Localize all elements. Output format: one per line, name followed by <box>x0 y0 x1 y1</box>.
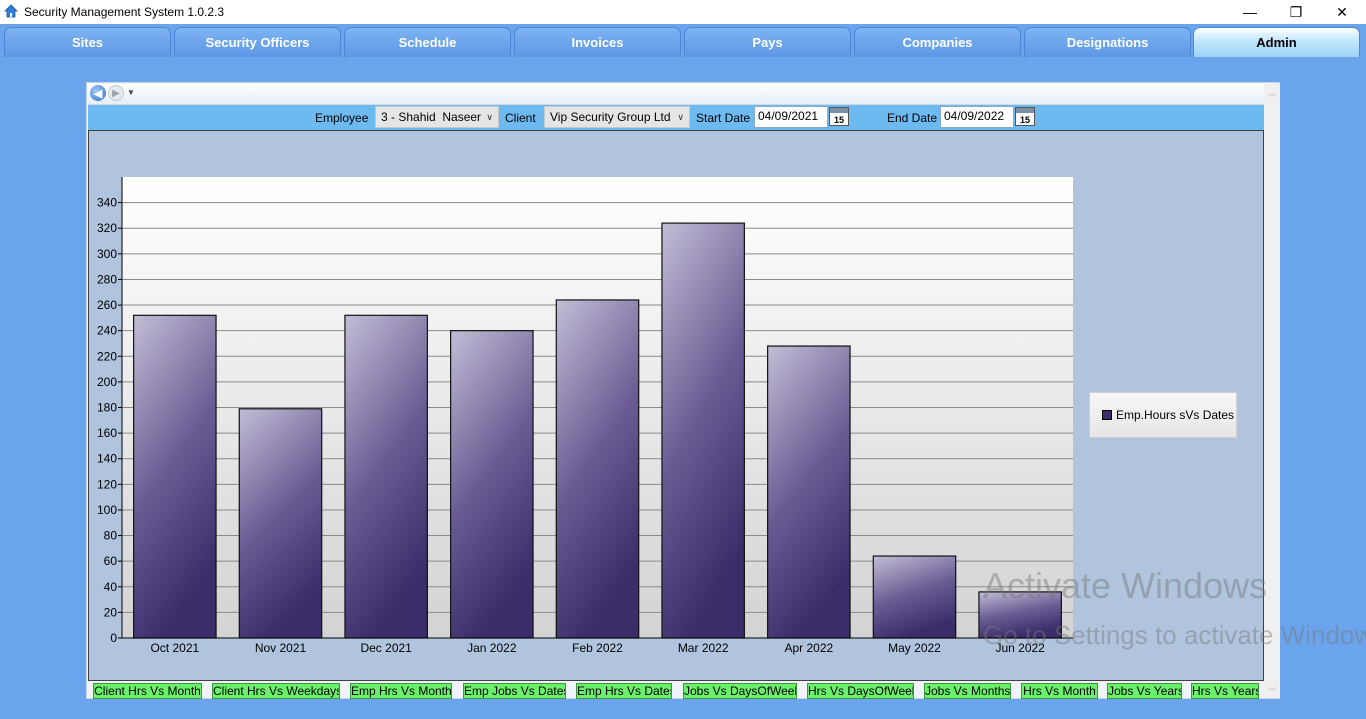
app-home-icon <box>4 4 18 18</box>
y-tick-label: 300 <box>97 247 117 261</box>
employee-select[interactable]: 3 - Shahid Naseer ∨ <box>375 106 499 128</box>
start-date-field[interactable]: 04/09/2021 <box>754 106 828 128</box>
y-tick-label: 280 <box>97 272 117 286</box>
end-date-label: End Date <box>887 111 938 125</box>
jobs-vs-years-button[interactable]: Jobs Vs Years <box>1107 683 1182 699</box>
tab-admin[interactable]: Admin <box>1193 27 1360 57</box>
title-bar: Security Management System 1.0.2.3 — ❐ ✕ <box>0 0 1366 24</box>
y-tick-label: 80 <box>104 529 118 543</box>
forward-arrow-icon[interactable]: ▶ <box>108 85 124 101</box>
x-tick-label: Feb 2022 <box>572 641 623 655</box>
tab-companies[interactable]: Companies <box>854 27 1021 57</box>
employee-select-value: 3 - Shahid Naseer <box>381 110 482 124</box>
y-tick-label: 20 <box>104 605 118 619</box>
start-calendar-icon[interactable]: 15 <box>829 107 849 126</box>
tab-schedule[interactable]: Schedule <box>344 27 511 57</box>
emp-hrs-vs-dates-button[interactable]: Emp Hrs Vs Dates <box>576 683 672 699</box>
y-tick-label: 100 <box>97 503 117 517</box>
bar-jun-2022 <box>978 591 1062 639</box>
main-tab-bar: Sites Security Officers Schedule Invoice… <box>0 24 1366 58</box>
y-tick-label: 340 <box>97 196 117 210</box>
x-tick-label: Dec 2021 <box>360 641 412 655</box>
x-tick-label: Nov 2021 <box>255 641 307 655</box>
tab-designations[interactable]: Designations <box>1024 27 1191 57</box>
y-tick-label: 0 <box>110 631 117 645</box>
y-tick-label: 180 <box>97 401 117 415</box>
navigation-strip <box>88 84 1264 105</box>
back-arrow-icon[interactable]: ◀ <box>90 85 106 101</box>
x-tick-label: Oct 2021 <box>150 641 199 655</box>
y-tick-label: 320 <box>97 221 117 235</box>
hours-bar-chart: 0 20 40 60 80 100 120 140 160 180 200 220 240 260 280 3… <box>97 177 1073 655</box>
emp-jobs-vs-dates-button[interactable]: Emp Jobs Vs Dates <box>463 683 566 699</box>
client-select[interactable]: Vip Security Group Ltd ∨ <box>544 106 690 128</box>
y-tick-label: 260 <box>97 298 117 312</box>
y-tick-label: 40 <box>104 580 118 594</box>
y-tick-label: 240 <box>97 324 117 338</box>
tab-pays[interactable]: Pays <box>684 27 851 57</box>
x-tick-label: Jan 2022 <box>467 641 517 655</box>
client-label: Client <box>505 111 536 125</box>
client-hrs-vs-weekdays-button[interactable]: Client Hrs Vs Weekdays <box>212 683 340 699</box>
y-tick-label: 60 <box>104 554 118 568</box>
bar-feb-2022 <box>555 299 640 639</box>
vertical-scrollbar[interactable] <box>1264 84 1280 698</box>
legend-swatch <box>1102 410 1112 420</box>
window-title: Security Management System 1.0.2.3 <box>24 5 225 19</box>
y-tick-label: 160 <box>97 426 117 440</box>
hrs-vs-daysofweek-button[interactable]: Hrs Vs DaysOfWeek <box>807 683 914 699</box>
jobs-vs-months-button[interactable]: Jobs Vs Months <box>924 683 1011 699</box>
start-date-label: Start Date <box>696 111 751 125</box>
bar-may-2022 <box>872 555 957 639</box>
chart-legend: Emp.Hours sVs Dates <box>1089 392 1237 438</box>
end-calendar-icon[interactable]: 15 <box>1015 107 1035 126</box>
bar-jan-2022 <box>450 330 534 639</box>
y-tick-label: 120 <box>97 477 117 491</box>
scroll-down-icon[interactable]: ﹀ <box>1267 686 1277 697</box>
minimize-button[interactable]: — <box>1243 4 1257 20</box>
y-tick-label: 140 <box>97 452 117 466</box>
legend-label: Emp.Hours sVs Dates <box>1116 408 1235 422</box>
x-tick-label: May 2022 <box>888 641 941 655</box>
emp-hrs-vs-month-button[interactable]: Emp Hrs Vs Month <box>350 683 452 699</box>
hrs-vs-years-button[interactable]: Hrs Vs Years <box>1191 683 1259 699</box>
tab-sites[interactable]: Sites <box>4 27 171 57</box>
y-tick-label: 220 <box>97 349 117 363</box>
client-select-value: Vip Security Group Ltd <box>550 110 671 124</box>
hrs-vs-month-button[interactable]: Hrs Vs Month <box>1021 683 1098 699</box>
close-button[interactable]: ✕ <box>1336 3 1348 20</box>
client-hrs-vs-month-button[interactable]: Client Hrs Vs Month <box>93 683 202 699</box>
bar-nov-2021 <box>238 408 323 639</box>
bar-apr-2022 <box>767 345 851 639</box>
restore-button[interactable]: ❐ <box>1289 3 1303 20</box>
tab-invoices[interactable]: Invoices <box>514 27 681 57</box>
x-tick-label: Jun 2022 <box>995 641 1045 655</box>
tab-security-officers[interactable]: Security Officers <box>174 27 341 57</box>
bar-oct-2021 <box>133 314 217 639</box>
jobs-vs-daysofweek-button[interactable]: Jobs Vs DaysOfWeek <box>683 683 797 699</box>
y-tick-label: 200 <box>97 375 117 389</box>
chevron-down-icon: ∨ <box>677 112 684 122</box>
x-tick-label: Mar 2022 <box>678 641 729 655</box>
activation-watermark-text: Go to Settings to activate Windows. <box>983 620 1366 650</box>
employee-label: Employee <box>315 111 369 125</box>
bar-mar-2022 <box>661 222 745 639</box>
history-dropdown-icon[interactable]: ▼ <box>127 88 135 97</box>
x-tick-label: Apr 2022 <box>784 641 833 655</box>
end-date-field[interactable]: 04/09/2022 <box>940 106 1014 128</box>
scroll-up-icon[interactable]: ︿ <box>1267 87 1277 98</box>
activation-watermark-title: Activate Windows <box>983 565 1268 606</box>
chevron-down-icon: ∨ <box>486 112 493 122</box>
bar-dec-2021 <box>344 314 428 639</box>
